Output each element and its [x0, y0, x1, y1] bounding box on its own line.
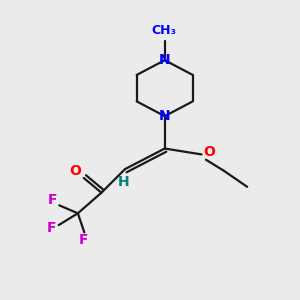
Text: N: N: [159, 109, 170, 123]
Text: O: O: [203, 145, 215, 159]
Text: F: F: [46, 221, 56, 235]
Text: CH₃: CH₃: [151, 24, 176, 37]
Text: F: F: [79, 233, 88, 247]
Text: F: F: [48, 193, 58, 207]
Text: H: H: [118, 175, 129, 188]
Text: N: N: [159, 53, 170, 67]
Text: O: O: [70, 164, 81, 178]
